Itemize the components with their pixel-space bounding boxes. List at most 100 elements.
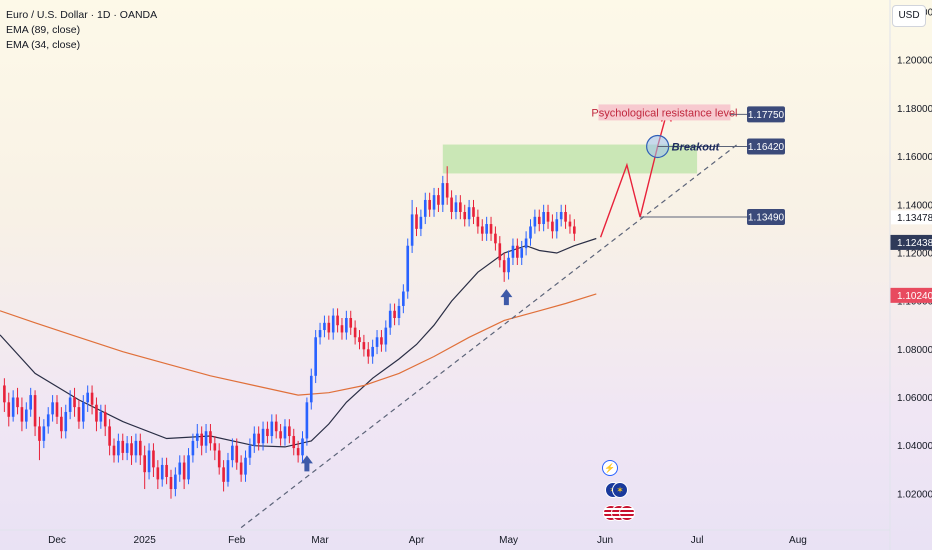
currency-button[interactable]: USD [892,5,926,27]
candle [274,414,278,439]
legend-ema-long[interactable]: EMA (89, close) [6,24,81,36]
candle-body [99,411,103,422]
candle [551,214,554,239]
y-tick-label: 1.16000 [897,152,932,163]
candle-body [55,402,59,417]
candle [81,395,85,429]
level-tag [747,106,785,123]
candle-body [520,248,524,258]
candle-body [393,310,396,318]
candle-body [559,212,563,220]
candle [559,204,563,227]
candle [358,330,361,350]
candle-body [38,426,41,441]
price-axis-tag-label: 1.12438 [897,238,932,249]
candle [200,426,203,456]
legend-symbol[interactable]: Euro / U.S. Dollar · 1D · OANDA [6,9,158,21]
y-tick-label: 1.12000 [897,248,932,259]
candle [502,252,506,282]
candle [318,322,322,345]
candle-body [340,325,344,333]
up-arrow-icon [300,455,313,472]
candle-body [314,337,317,376]
y-tick-label: 1.02000 [897,489,932,500]
candle-body [511,245,515,258]
candle [270,414,274,444]
candle [516,238,519,265]
candle-body [375,337,379,347]
candle-body [551,221,554,232]
candle-body [138,440,142,456]
candle [217,443,221,475]
candle [445,166,449,205]
candle [103,404,107,437]
candle [252,426,256,453]
candle-body [46,414,50,427]
candle [314,330,317,384]
candle [441,175,445,212]
candle [301,431,304,463]
x-tick-label: Mar [311,535,329,546]
candle-body [7,402,11,417]
x-tick-label: Jul [691,535,704,546]
price-axis-tag [890,287,932,303]
candle [480,219,484,241]
candle [248,438,252,465]
candle-body [296,448,300,456]
candle [33,390,37,437]
flag-eu-icon-2[interactable]: ✶ [612,482,628,498]
candle [410,199,414,253]
x-tick-label: Jun [597,535,613,546]
candle [507,250,510,280]
candle [459,195,462,220]
candle-body [467,207,471,220]
candle [305,397,309,446]
candle-body [555,219,559,232]
candle [244,450,247,482]
candle [511,238,515,265]
candle-body [441,183,445,205]
lightning-icon[interactable]: ⚡ [602,460,618,476]
candle-body [537,216,541,225]
candle-body [134,440,138,456]
candle [349,310,353,335]
candle-body [516,245,519,258]
candle [60,407,63,439]
candle-body [371,346,374,357]
candle [489,216,493,241]
candle-body [200,433,203,446]
candle [204,424,208,453]
candle [20,397,24,432]
candle-body [476,216,480,227]
candle [160,457,164,487]
candle [423,192,427,225]
candle-body [362,342,366,350]
candle-body [191,440,195,456]
candle-body [95,404,98,422]
candle [467,199,471,227]
candle-body [24,409,28,422]
candle-body [323,322,326,331]
candle [257,426,260,451]
candle-body [384,327,388,345]
candle-body [29,395,33,410]
candle [182,455,186,490]
candle-body [472,207,475,217]
level-tag-label: 1.16420 [748,142,785,153]
candle-body [90,392,94,405]
candle-body [454,202,458,212]
candle-body [51,402,54,415]
candle [353,320,357,345]
candle-body [437,195,440,205]
breakout-label: Breakout [672,141,721,153]
candle-body [283,426,287,439]
candle [362,334,366,357]
candle [428,192,431,217]
legend-ema-short[interactable]: EMA (34, close) [6,39,81,51]
candle [546,204,550,229]
flag-us-icon-3[interactable] [619,505,635,521]
candle-body [301,438,304,456]
candle-body [130,443,133,456]
candle-body [252,433,256,446]
